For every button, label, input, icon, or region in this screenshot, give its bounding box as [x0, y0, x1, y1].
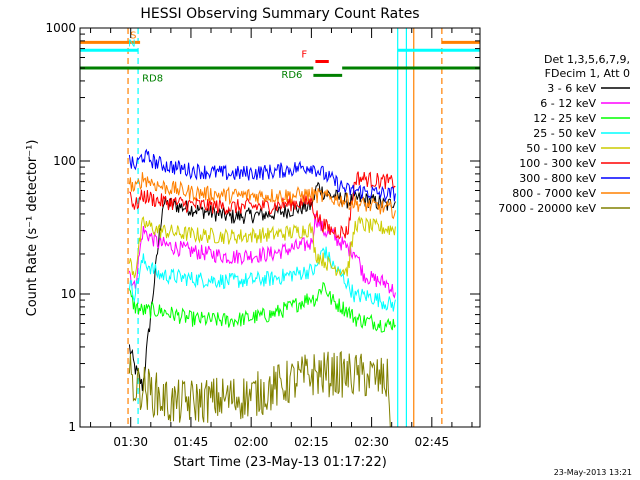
- series-line: [128, 181, 396, 392]
- state-bar-label: N: [128, 38, 135, 49]
- plot-frame: [79, 27, 481, 428]
- x-axis-label: Start Time (23-May-13 01:17:22): [173, 455, 387, 470]
- x-axis: 01:30 01:45 02:00 02:15 02:30 02:45: [90, 28, 473, 449]
- x-tick-label: 02:30: [354, 435, 389, 449]
- x-tick-label: 01:45: [174, 435, 209, 449]
- footer-timestamp: 23-May-2013 13:21: [554, 468, 632, 477]
- state-bar-label: RD8: [142, 73, 163, 84]
- state-bar-label: F: [301, 49, 307, 60]
- series-line: [128, 213, 396, 299]
- plot-content: SN F RD6 RD8: [80, 28, 480, 428]
- legend-entry-label: 6 - 12 keV: [540, 97, 596, 110]
- x-tick-label: 02:45: [415, 435, 450, 449]
- legend-entry-label: 25 - 50 keV: [533, 127, 596, 140]
- legend-header-line-1: Det 1,3,5,6,7,9,: [544, 53, 630, 66]
- legend-entry-label: 800 - 7000 keV: [512, 187, 596, 200]
- y-axis: 1 10 100 1000: [45, 21, 480, 434]
- legend-header-line-2: FDecim 1, Att 0: [545, 67, 630, 80]
- legend-entry-label: 7000 - 20000 keV: [498, 202, 596, 215]
- state-bar-label: S: [130, 30, 136, 41]
- series-line: [128, 148, 396, 203]
- series-line: [128, 246, 396, 312]
- legend-entry-label: 100 - 300 keV: [519, 157, 596, 170]
- legend-entry-label: 12 - 25 keV: [533, 112, 596, 125]
- y-tick-label: 10: [61, 287, 76, 301]
- y-tick-label: 1: [68, 420, 76, 434]
- chart-title: HESSI Observing Summary Count Rates: [140, 6, 419, 22]
- x-tick-label: 02:15: [294, 435, 329, 449]
- series-line: [128, 215, 396, 279]
- series-line: [128, 172, 396, 220]
- y-axis-label: Count Rate (s⁻¹ detector⁻¹): [25, 140, 40, 317]
- x-tick-label: 01:30: [113, 435, 148, 449]
- legend-entry-label: 3 - 6 keV: [547, 82, 596, 95]
- x-tick-label: 02:00: [234, 435, 269, 449]
- y-tick-label: 1000: [45, 21, 76, 35]
- series-line: [128, 350, 392, 428]
- series-line: [128, 281, 396, 333]
- legend-entry-label: 300 - 800 keV: [519, 172, 596, 185]
- y-tick-label: 100: [53, 154, 76, 168]
- legend: Det 1,3,5,6,7,9, FDecim 1, Att 0 3 - 6 k…: [498, 53, 630, 215]
- state-bar-label: RD6: [281, 70, 302, 81]
- legend-entry-label: 50 - 100 keV: [526, 142, 596, 155]
